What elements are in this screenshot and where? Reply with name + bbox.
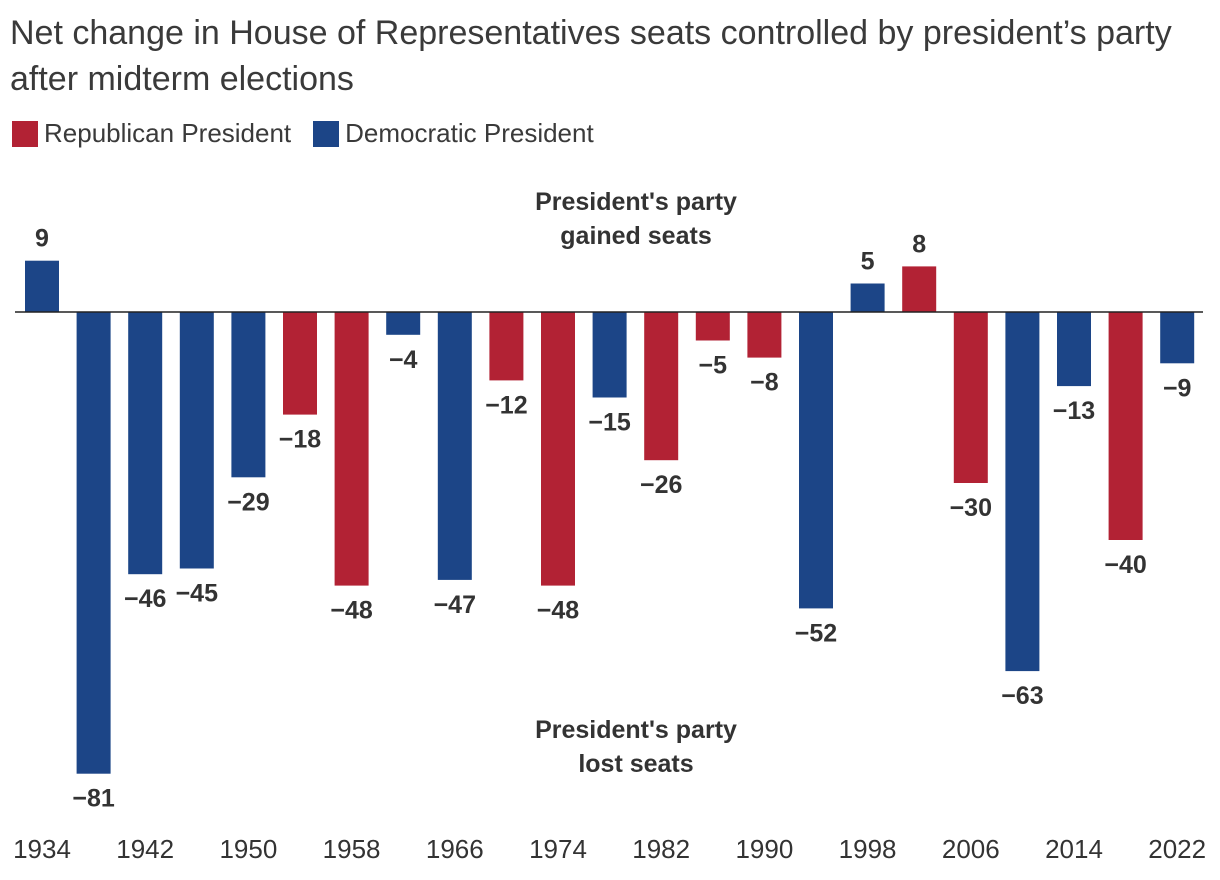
x-tick-1998: 1998 [839,834,897,864]
bar-2002 [902,266,937,312]
bar-1938 [76,312,111,774]
value-label-2002: 8 [912,230,926,258]
value-label-2010: −63 [1001,682,1043,710]
gained-annotation-line2: gained seats [560,222,711,250]
value-label-1982: −26 [640,471,682,499]
bar-1954 [283,312,317,415]
x-tick-labels-group: 1934 1942 1950 1958 1966 1974 1982 1990 1998 2006… [13,834,1206,864]
bar-2010 [1005,312,1040,672]
bar-2022 [1160,312,1195,364]
bar-1934 [25,260,59,312]
bar-1998 [850,283,885,312]
chart-title: Net change in House of Representatives s… [10,14,1172,98]
x-tick-1974: 1974 [529,834,587,864]
value-label-1990: −8 [750,369,779,397]
value-label-2006: −30 [950,494,992,522]
bar-1942 [128,312,163,575]
bar-1946 [179,312,214,569]
value-label-1942: −46 [124,585,166,613]
value-label-1974: −48 [537,597,580,625]
legend-item-republican: Republican President [12,118,291,149]
value-labels-group: 9 −81 −46 −45 −29 −18 −48 −4 −47 −12 −48 −15 −26 −5 −8… [35,225,1191,813]
bar-1994 [799,312,833,609]
x-tick-1950: 1950 [219,834,277,864]
lost-annotation-line1: President's party [535,716,737,744]
value-label-1966: −47 [434,591,476,619]
bar-1986 [695,312,730,341]
x-tick-2014: 2014 [1045,834,1103,864]
value-label-1946: −45 [176,580,219,608]
gained-annotation-line1: President's party [535,188,737,216]
value-label-1994: −52 [795,619,837,647]
legend-label-republican: Republican President [44,118,292,148]
value-label-1978: −15 [588,409,631,437]
value-label-1954: −18 [279,426,322,454]
value-label-1970: −12 [485,391,527,419]
bar-1950 [231,312,266,478]
bar-1990 [747,312,782,358]
value-label-1998: 5 [861,248,875,276]
republican-swatch [12,120,38,147]
bar-2014 [1057,312,1091,387]
value-label-1986: −5 [699,352,728,380]
bar-1982 [644,312,679,461]
lost-annotation-line2: lost seats [578,750,693,778]
value-label-1962: −4 [389,346,418,374]
legend-label-democratic: Democratic President [345,118,594,148]
bar-1966 [437,312,472,580]
x-tick-1982: 1982 [632,834,690,864]
legend-item-democratic: Democratic President [313,118,594,149]
bar-2006 [953,312,988,483]
value-label-1958: −48 [330,597,373,625]
value-label-1938: −81 [72,785,115,813]
bar-2018 [1108,312,1143,540]
x-tick-1990: 1990 [735,834,793,864]
x-tick-1934: 1934 [13,834,71,864]
value-label-2018: −40 [1104,551,1146,579]
x-tick-2022: 2022 [1148,834,1206,864]
legend: Republican President Democratic Presiden… [12,118,616,149]
value-label-1950: −29 [227,488,269,516]
x-tick-1942: 1942 [116,834,174,864]
bar-1958 [334,312,369,586]
bar-1962 [386,312,421,335]
bar-1978 [592,312,627,398]
value-label-2014: −13 [1053,397,1095,425]
x-tick-1958: 1958 [323,834,381,864]
bar-1970 [489,312,524,381]
value-label-1934: 9 [35,225,49,253]
bars-group [25,260,1195,774]
x-tick-1966: 1966 [426,834,484,864]
bar-1974 [541,312,575,586]
x-tick-2006: 2006 [942,834,1000,864]
democratic-swatch [313,120,340,147]
value-label-2022: −9 [1163,374,1192,402]
